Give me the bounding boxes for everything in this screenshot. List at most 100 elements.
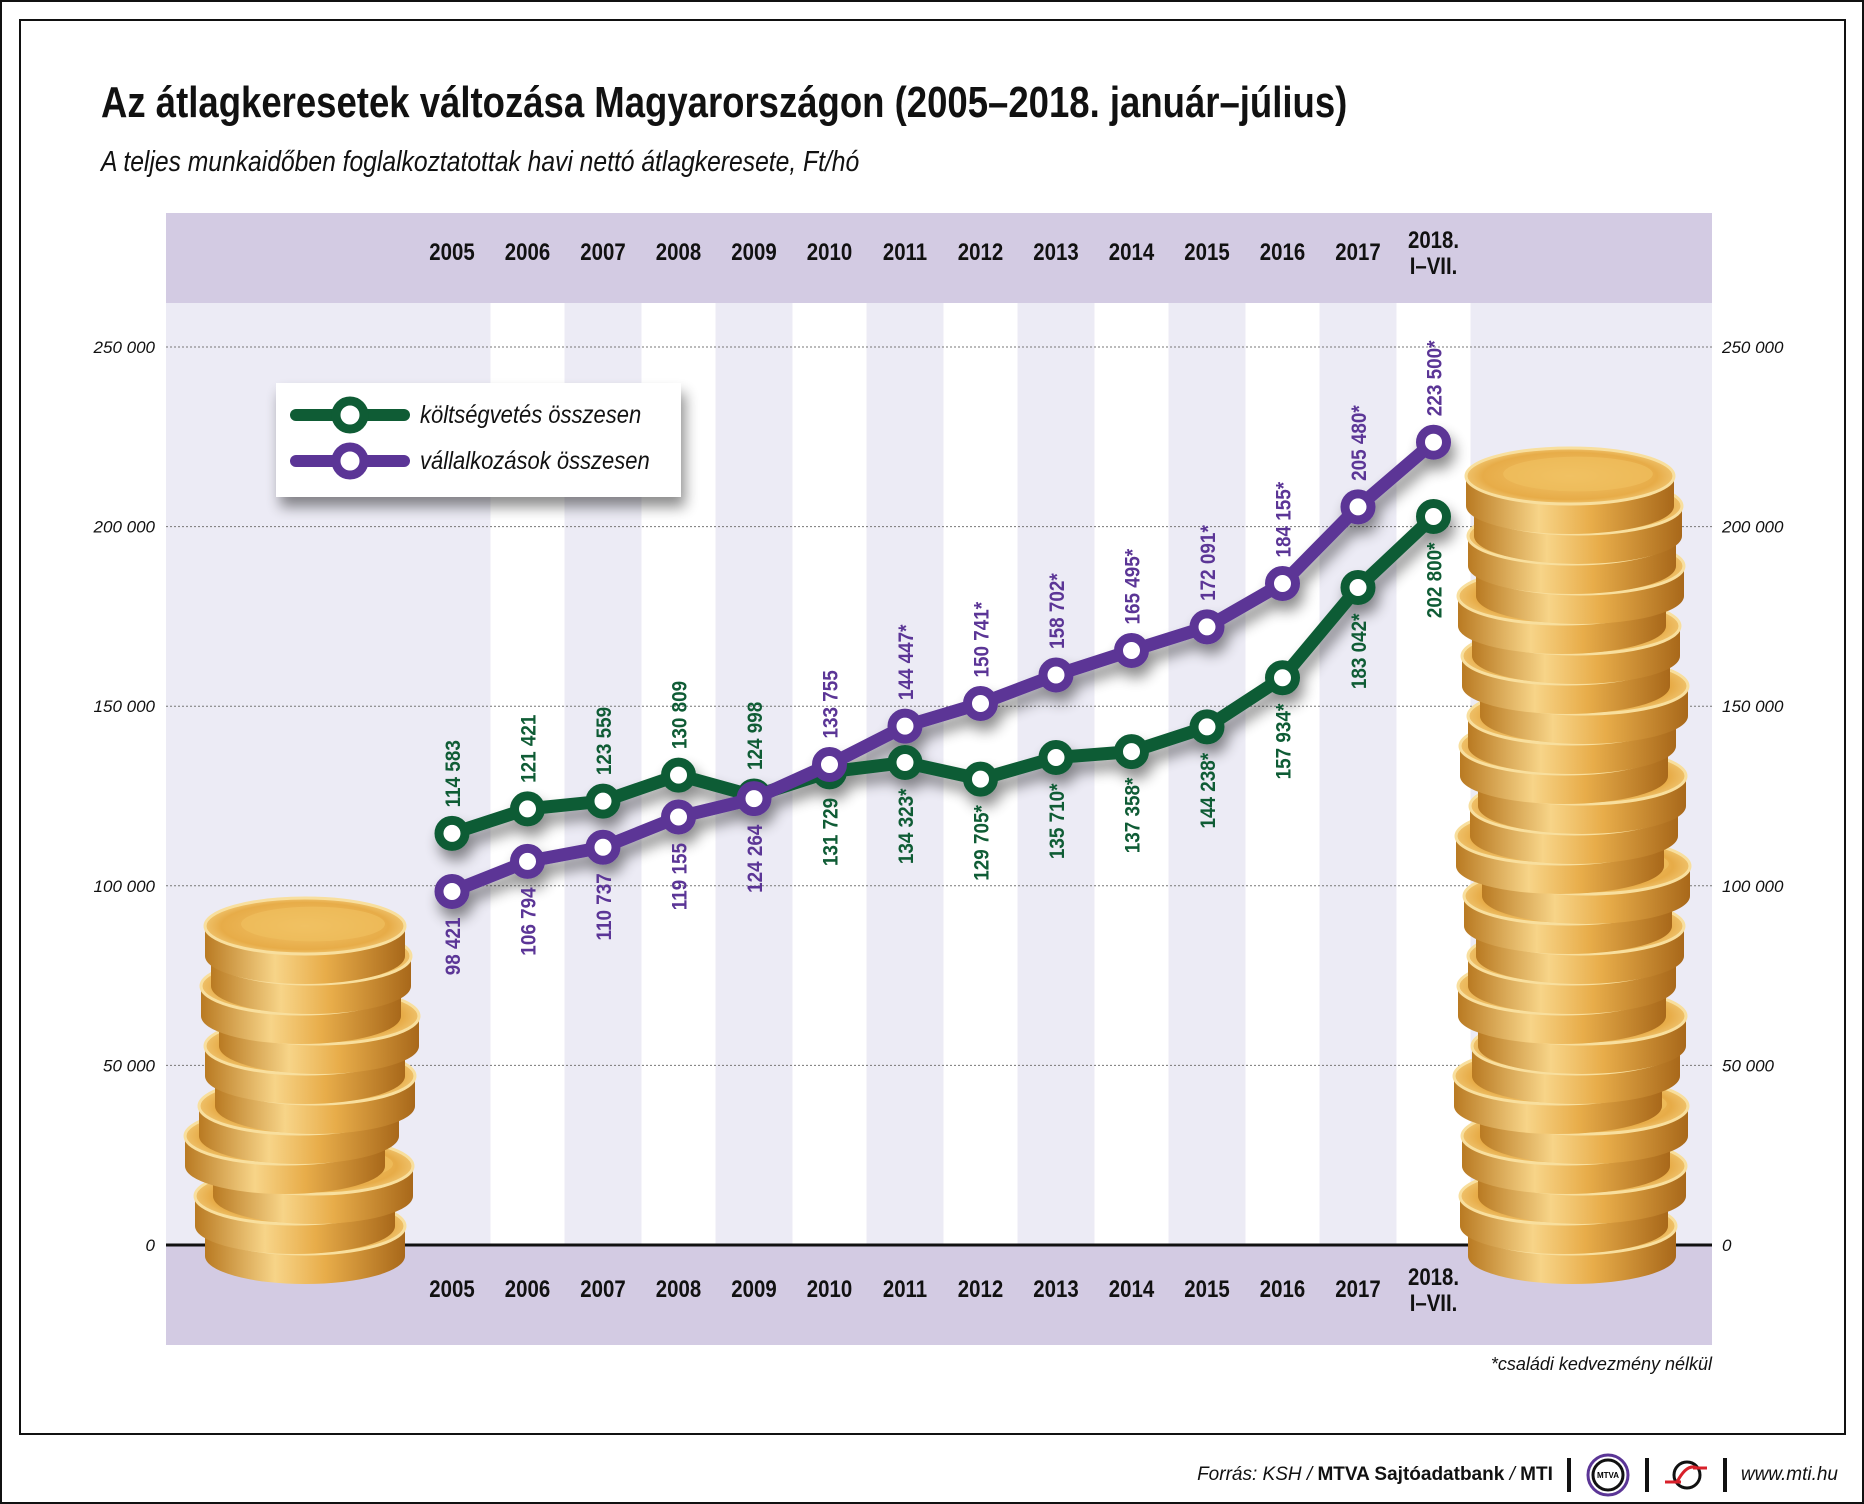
data-point — [812, 747, 847, 783]
data-label: 157 934* — [1273, 703, 1296, 779]
data-point — [736, 781, 772, 817]
x-tick-label: 2009 — [731, 1275, 776, 1302]
x-tick-label: 2018. I–VII. — [1408, 226, 1459, 279]
data-point — [1265, 566, 1300, 602]
column-stripe — [1094, 303, 1169, 1245]
x-tick-label-line: 2010 — [807, 238, 852, 265]
legend-label: vállalkozások összesen — [420, 447, 650, 475]
data-label: 137 358* — [1122, 777, 1145, 853]
data-point — [1416, 499, 1451, 535]
data-point — [1189, 609, 1225, 645]
x-tick-label-line: 2011 — [883, 238, 927, 265]
data-label: 119 155 — [669, 843, 692, 910]
data-point — [661, 799, 696, 835]
data-point — [510, 791, 545, 827]
data-label: 124 264 — [744, 825, 767, 893]
data-label: 130 809 — [669, 681, 692, 749]
x-tick-label: 2011 — [883, 1275, 927, 1302]
data-label: 150 741* — [971, 602, 994, 678]
x-tick-label: 2016 — [1260, 1275, 1305, 1302]
website-link[interactable]: www.mti.hu — [1740, 1464, 1838, 1485]
subtitle: A teljes munkaidőben foglalkoztatottak h… — [101, 146, 860, 178]
data-label: 98 421 — [442, 917, 465, 975]
data-point — [434, 873, 470, 909]
data-point — [585, 829, 621, 865]
legend-marker — [331, 442, 369, 480]
x-tick-label: 2006 — [505, 238, 550, 265]
data-label: 183 042* — [1348, 613, 1371, 689]
legend-marker — [331, 396, 369, 434]
data-label: 123 559 — [593, 707, 616, 775]
x-tick-label: 2007 — [580, 1275, 625, 1302]
divider — [1722, 1458, 1727, 1492]
x-tick-label-line: 2011 — [883, 1275, 927, 1302]
x-tick-label: 2008 — [656, 238, 701, 265]
data-label: 121 421 — [518, 715, 541, 783]
x-tick-label-line: 2013 — [1033, 1275, 1078, 1302]
divider — [1644, 1458, 1649, 1492]
x-tick-label-line: 2015 — [1184, 1275, 1229, 1302]
x-tick-label-line: 2018. — [1408, 1263, 1459, 1290]
x-tick-label-line: 2017 — [1335, 1275, 1380, 1302]
top-band — [166, 213, 1712, 303]
data-point — [887, 708, 923, 744]
x-tick-label: 2013 — [1033, 238, 1078, 265]
divider — [1566, 1458, 1571, 1492]
bottom-band — [166, 1245, 1712, 1345]
data-point — [963, 686, 998, 722]
data-label: 131 729 — [820, 798, 843, 866]
y-tick-label-right: 0 — [1722, 1236, 1732, 1255]
data-label: 135 710* — [1046, 783, 1069, 859]
x-tick-label: 2015 — [1184, 1275, 1229, 1302]
x-tick-label: 2010 — [807, 238, 852, 265]
x-tick-label: 2011 — [883, 238, 927, 265]
y-tick-label-right: 100 000 — [1722, 877, 1784, 896]
x-tick-label: 2009 — [731, 238, 776, 265]
data-point — [963, 761, 998, 797]
data-label: 202 800* — [1424, 542, 1447, 618]
data-point — [887, 745, 923, 781]
data-label: 114 583 — [442, 740, 465, 807]
data-point — [661, 757, 696, 793]
y-tick-label-right: 250 000 — [1721, 338, 1784, 357]
data-label: 144 238* — [1197, 753, 1220, 829]
x-tick-label-line: 2014 — [1109, 238, 1155, 265]
column-stripe — [1245, 303, 1320, 1245]
y-tick-label-right: 200 000 — [1721, 518, 1784, 537]
x-tick-label: 2012 — [958, 238, 1003, 265]
data-point — [1340, 570, 1376, 606]
data-label: 133 755 — [820, 670, 843, 738]
x-tick-label-line: 2009 — [731, 1275, 776, 1302]
data-label: 110 737 — [593, 873, 616, 940]
legend-label: költségvetés összesen — [420, 401, 641, 429]
x-tick-label: 2013 — [1033, 1275, 1078, 1302]
svg-text:MTVA: MTVA — [1597, 1471, 1619, 1480]
data-point — [510, 843, 545, 879]
x-tick-label: 2006 — [505, 1275, 550, 1302]
data-label: 205 480* — [1348, 405, 1371, 481]
y-tick-label-left: 150 000 — [94, 697, 156, 716]
y-tick-label-left: 0 — [146, 1236, 156, 1255]
data-point — [1416, 424, 1451, 460]
data-point — [585, 783, 621, 819]
x-tick-label: 2008 — [656, 1275, 701, 1302]
x-tick-label: 2014 — [1109, 1275, 1155, 1302]
x-tick-label-line: 2015 — [1184, 238, 1229, 265]
x-tick-label-line: 2016 — [1260, 238, 1305, 265]
inner-frame — [19, 19, 1846, 1435]
y-tick-label-left: 100 000 — [94, 877, 156, 896]
data-point — [1038, 657, 1074, 693]
x-tick-label-line: 2018. — [1408, 226, 1459, 253]
x-tick-label-line: 2008 — [656, 238, 701, 265]
data-label: 124 998 — [744, 702, 767, 770]
y-tick-label-left: 250 000 — [93, 338, 156, 357]
x-tick-label: 2017 — [1335, 238, 1380, 265]
coin-inner — [1503, 456, 1653, 492]
x-tick-label-line: 2006 — [505, 1275, 550, 1302]
y-tick-label-left: 200 000 — [93, 518, 156, 537]
x-tick-label-line: 2012 — [958, 238, 1003, 265]
x-tick-label-line: I–VII. — [1410, 252, 1458, 279]
footer: Forrás: KSH / MTVA Sajtóadatbank / MTI M… — [1197, 1452, 1838, 1498]
x-tick-label-line: 2007 — [580, 1275, 625, 1302]
